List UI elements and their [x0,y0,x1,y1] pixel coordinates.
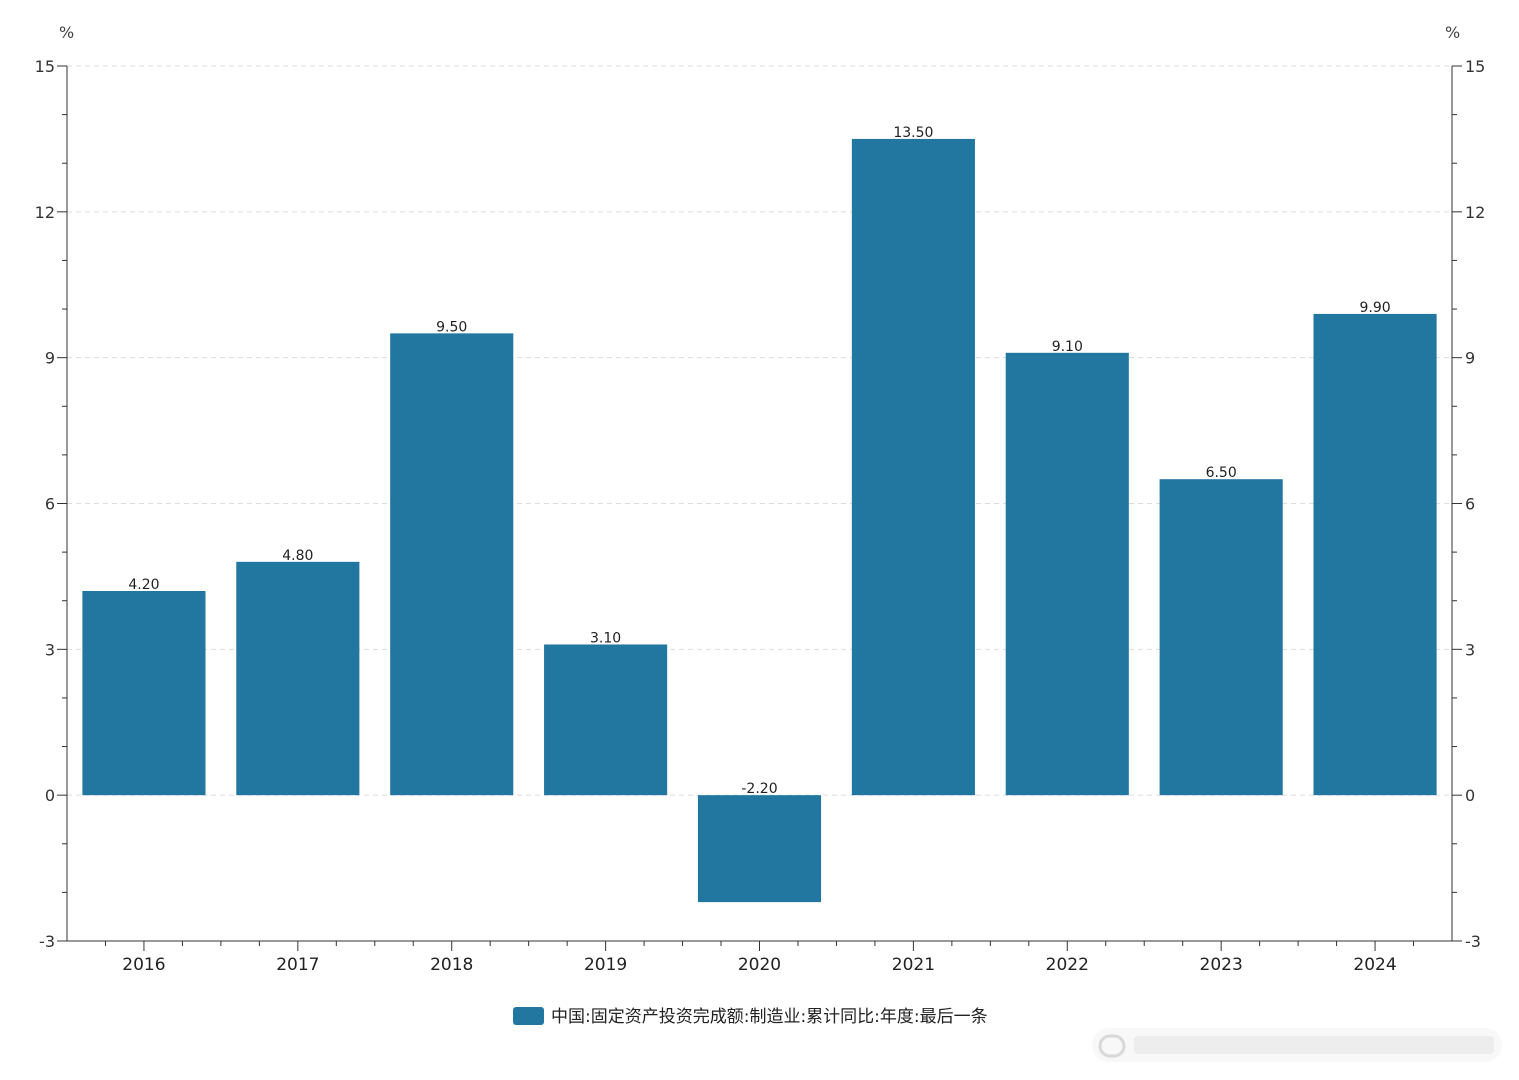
legend-label: 中国:固定资产投资完成额:制造业:累计同比:年度:最后一条 [551,1007,988,1027]
watermark-image [1092,1028,1502,1062]
bar-2016 [82,591,206,796]
x-tick-label: 2022 [1046,955,1089,975]
right-axis-unit: % [1445,23,1460,42]
x-tick-label: 2017 [276,955,319,975]
right-y-tick-label: 15 [1465,57,1485,76]
bar-2017 [236,561,360,796]
bar-value-label: 4.80 [282,548,313,564]
bar-2020 [697,795,822,903]
right-y-tick-label: 6 [1465,495,1475,514]
bar-value-label: 9.90 [1359,300,1390,316]
bar-2024 [1313,313,1437,796]
left-y-tick-label: 9 [45,349,55,368]
bar-2019 [544,644,668,796]
right-y-tick-label: 3 [1465,640,1475,659]
bar-2023 [1159,479,1283,796]
x-tick-label: 2024 [1353,955,1396,975]
x-tick-label: 2020 [738,955,781,975]
bar-value-label: 6.50 [1206,465,1237,481]
left-y-tick-label: 15 [35,57,55,76]
bar-value-label: 9.10 [1052,339,1083,355]
bar-value-label: 4.20 [128,577,159,593]
left-y-tick-label: 12 [35,203,55,222]
labels: 4.20 4.80 9.50 3.10 -2.20 13.50 9.10 6.50 9.90 -3… [35,57,1486,975]
bar-value-label: 3.10 [590,630,621,646]
x-tick-label: 2016 [122,955,165,975]
bar-2018 [390,333,514,796]
legend-swatch [513,1007,544,1025]
x-tick-label: 2019 [584,955,627,975]
bar-value-label: 13.50 [893,125,933,141]
right-y-tick-label: 12 [1465,203,1485,222]
x-tick-label: 2023 [1200,955,1243,975]
right-y-tick-label: -3 [1465,932,1481,951]
x-tick-label: 2021 [892,955,935,975]
left-axis-unit: % [59,23,74,42]
left-y-tick-label: 3 [45,640,55,659]
bar-value-label: 9.50 [436,319,467,335]
left-y-tick-label: 0 [45,786,55,805]
right-y-tick-label: 0 [1465,786,1475,805]
axes [57,65,1462,951]
left-y-tick-label: 6 [45,495,55,514]
bar-2022 [1005,352,1129,796]
x-tick-label: 2018 [430,955,473,975]
bars [82,138,1437,903]
legend[interactable]: 中国:固定资产投资完成额:制造业:累计同比:年度:最后一条 [513,1007,988,1027]
right-y-tick-label: 9 [1465,349,1475,368]
bar-2021 [851,138,975,796]
left-y-tick-label: -3 [39,932,55,951]
bar-value-label: -2.20 [741,781,777,797]
